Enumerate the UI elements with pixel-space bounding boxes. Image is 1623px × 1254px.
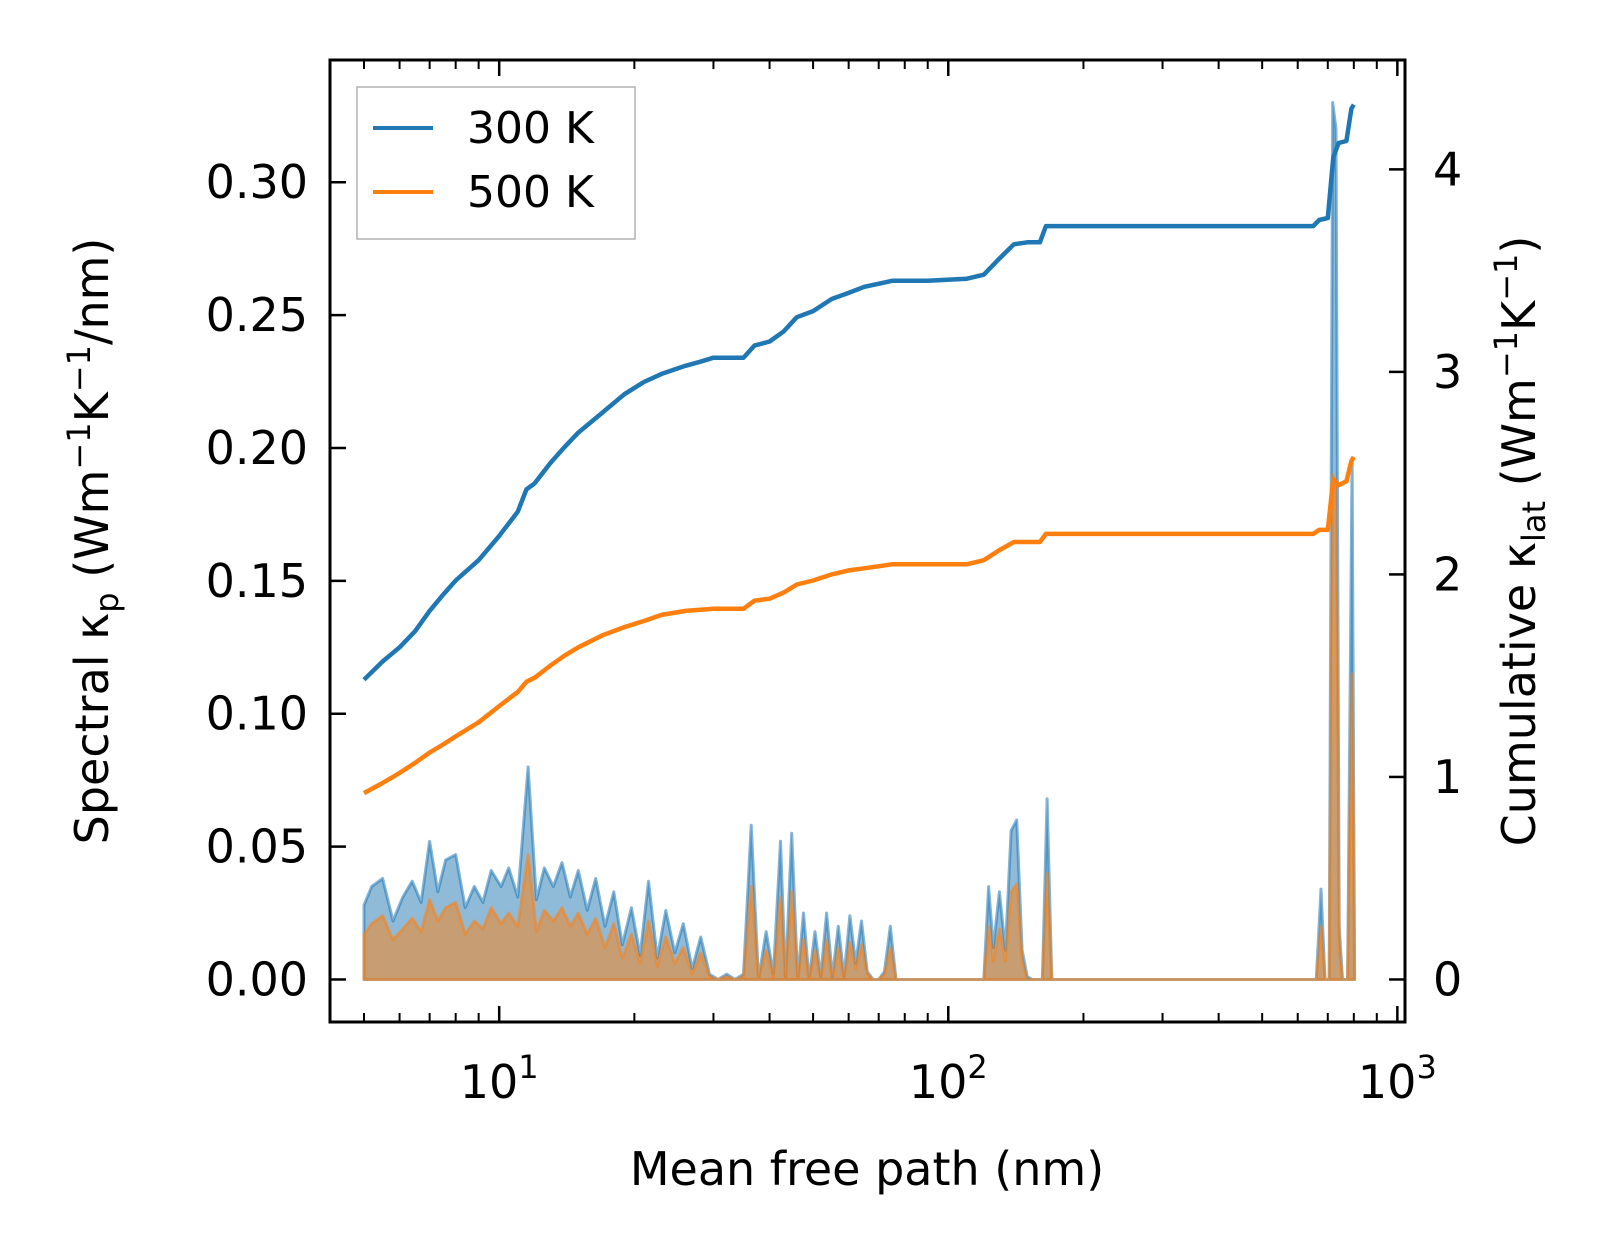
- right-y-title-sup2: −1: [1487, 254, 1525, 301]
- spectral-area-300k: [362, 101, 1357, 981]
- left-y-axis-title: Spectral κp (Wm−1K−1/nm): [60, 238, 126, 845]
- x-tick-label: 103: [1358, 1048, 1437, 1109]
- right-y-axis-title: Cumulative κlat (Wm−1K−1): [1487, 236, 1553, 847]
- legend: 300 K 500 K: [356, 86, 636, 240]
- right-y-title-unit-post: ): [1492, 236, 1546, 254]
- right-y-title-sup1: −1: [1487, 331, 1525, 378]
- x-tick-label: 101: [460, 1048, 539, 1109]
- cumulative-line-500k: [362, 455, 1356, 796]
- left-y-title-unit-post: /nm): [65, 238, 119, 345]
- legend-label-500k: 500 K: [467, 167, 595, 218]
- left-y-title-unit-pre: (Wm: [65, 470, 119, 593]
- legend-label-300k: 300 K: [467, 103, 595, 154]
- left-y-title-sup1: −1: [60, 422, 98, 469]
- spectral-area-500k: [362, 473, 1357, 981]
- y-left-tick-label: 0.00: [206, 952, 308, 1006]
- y-right-tick-label: 1: [1433, 750, 1462, 804]
- y-right-tick-label: 4: [1433, 142, 1462, 196]
- y-left-tick-label: 0.20: [206, 421, 308, 475]
- x-tick-label-base: 10: [909, 1055, 968, 1109]
- x-tick-label-exponent: 1: [518, 1048, 538, 1086]
- x-axis-title: Mean free path (nm): [630, 1142, 1104, 1196]
- cumulative-line-300k: [362, 103, 1356, 682]
- x-tick-label-exponent: 2: [967, 1048, 987, 1086]
- ticks-layer: 101 102 1030.000.050.100.150.200.250.30012…: [206, 60, 1462, 1109]
- y-left-tick-label: 0.25: [206, 288, 308, 342]
- left-y-title-sub: p: [88, 592, 126, 612]
- left-y-title-prefix: Spectral κ: [65, 613, 119, 845]
- y-left-tick-label: 0.10: [206, 687, 308, 741]
- x-tick-label-exponent: 3: [1416, 1048, 1436, 1086]
- y-left-tick-label: 0.30: [206, 155, 308, 209]
- plot-frame: [328, 58, 1407, 1024]
- left-y-title-unit-mid: K: [65, 390, 119, 422]
- y-left-tick-label: 0.05: [206, 820, 308, 874]
- right-y-title-prefix: Cumulative κ: [1492, 542, 1546, 846]
- y-right-tick-label: 2: [1433, 547, 1462, 601]
- cumulative-layer: [362, 103, 1356, 796]
- x-tick-label-base: 10: [1358, 1055, 1417, 1109]
- spectral-layer: [362, 101, 1357, 981]
- y-left-tick-label: 0.15: [206, 554, 308, 608]
- x-tick-label-base: 10: [460, 1055, 519, 1109]
- left-y-title-sup2: −1: [60, 345, 98, 392]
- legend-box: [356, 86, 636, 240]
- y-right-tick-label: 0: [1433, 952, 1462, 1006]
- x-tick-label: 102: [909, 1048, 988, 1109]
- right-y-title-unit-pre: (Wm: [1492, 378, 1546, 501]
- right-y-title-unit-mid: K: [1492, 299, 1546, 331]
- y-right-tick-label: 3: [1433, 345, 1462, 399]
- right-y-title-sub: lat: [1515, 501, 1553, 542]
